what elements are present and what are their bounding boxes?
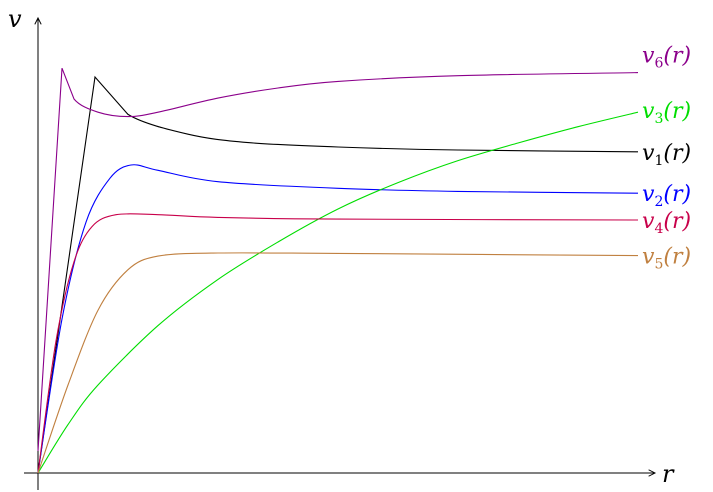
series-line-2 [37, 164, 639, 474]
series-label-layer: v1(r) v2(r) v3(r) v4(r) v5(r) v6(r) [642, 44, 691, 273]
series-label-4: v4(r) [642, 209, 691, 237]
x-axis-label: r [662, 460, 675, 488]
series-label-1: v1(r) [642, 141, 691, 169]
series-line-1 [37, 75, 639, 474]
series-label-3: v3(r) [642, 99, 691, 127]
y-axis-label: v [8, 5, 22, 33]
series-label-5: v5(r) [642, 245, 691, 273]
series-line-6 [37, 68, 639, 452]
series-layer [37, 68, 639, 474]
series-line-3 [37, 111, 639, 474]
series-line-4 [37, 213, 639, 474]
series-label-2: v2(r) [642, 182, 691, 210]
series-label-6: v6(r) [642, 44, 691, 72]
series-line-5 [37, 252, 639, 474]
